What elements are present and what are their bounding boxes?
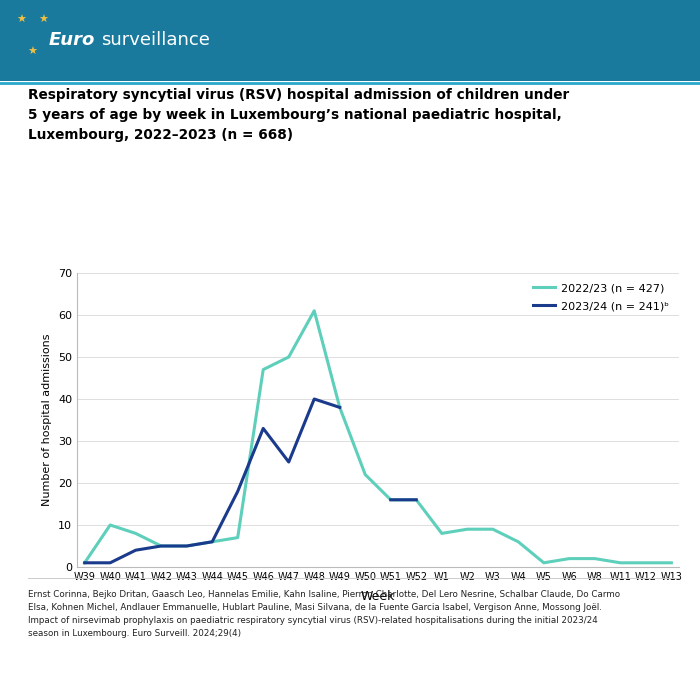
Y-axis label: Number of hospital admissions: Number of hospital admissions xyxy=(43,334,52,506)
Text: Respiratory syncytial virus (RSV) hospital admission of children under
5 years o: Respiratory syncytial virus (RSV) hospit… xyxy=(28,88,569,142)
Text: surveillance: surveillance xyxy=(101,32,210,49)
Legend: 2022/23 (n = 427), 2023/24 (n = 241)ᵇ: 2022/23 (n = 427), 2023/24 (n = 241)ᵇ xyxy=(528,279,673,316)
Text: Euro: Euro xyxy=(49,32,95,49)
X-axis label: Week: Week xyxy=(360,590,395,603)
Text: ★: ★ xyxy=(16,15,26,25)
Text: Ernst Corinna, Bejko Dritan, Gaasch Leo, Hannelas Emilie, Kahn Isaline, Pierron : Ernst Corinna, Bejko Dritan, Gaasch Leo,… xyxy=(28,590,620,638)
Text: ★: ★ xyxy=(38,15,48,25)
Text: ★: ★ xyxy=(27,48,37,57)
